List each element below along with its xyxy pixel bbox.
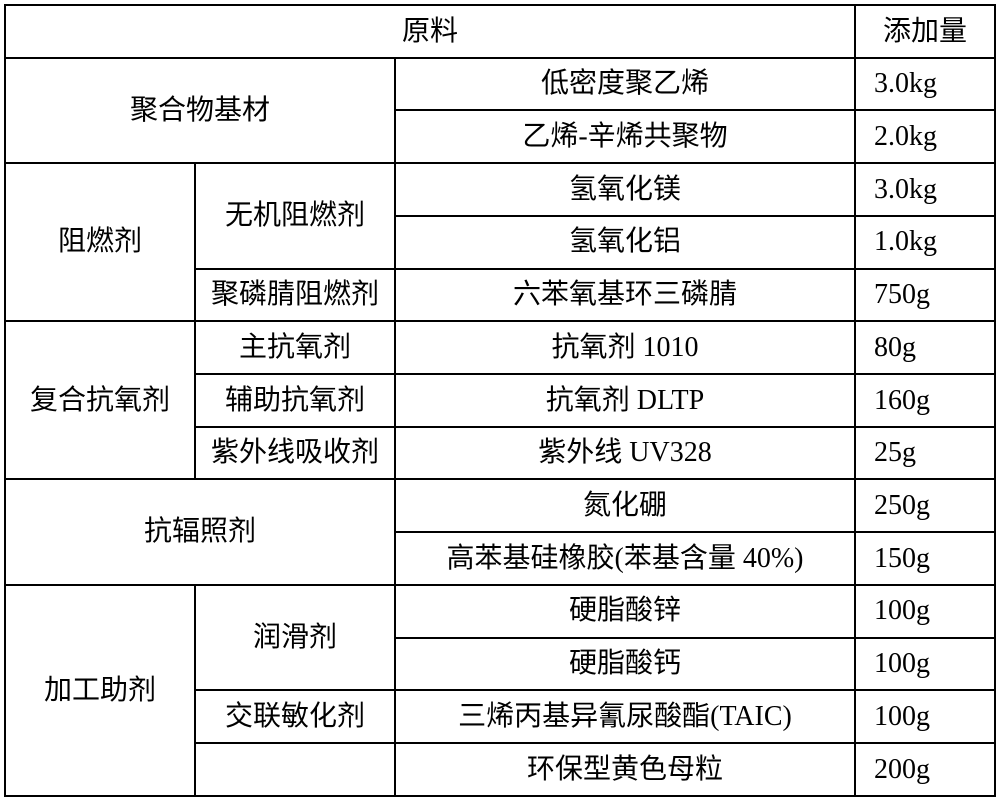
materials-table: 原料 添加量 聚合物基材 低密度聚乙烯 3.0kg 乙烯-辛烯共聚物 2.0kg… — [4, 4, 996, 797]
cell-material: 高苯基硅橡胶(苯基含量 40%) — [395, 532, 855, 585]
cell-subgroup: 交联敏化剂 — [195, 690, 395, 743]
cell-amount: 25g — [855, 427, 995, 480]
cell-material: 三烯丙基异氰尿酸酯(TAIC) — [395, 690, 855, 743]
cell-amount: 2.0kg — [855, 110, 995, 163]
cell-subgroup: 无机阻燃剂 — [195, 163, 395, 268]
cell-amount: 100g — [855, 638, 995, 691]
cell-amount: 200g — [855, 743, 995, 796]
cell-group: 聚合物基材 — [5, 58, 395, 163]
cell-material: 抗氧剂 1010 — [395, 321, 855, 374]
cell-amount: 160g — [855, 374, 995, 427]
cell-amount: 750g — [855, 269, 995, 322]
cell-amount: 3.0kg — [855, 58, 995, 111]
cell-material: 乙烯-辛烯共聚物 — [395, 110, 855, 163]
cell-material: 氢氧化镁 — [395, 163, 855, 216]
table-container: 原料 添加量 聚合物基材 低密度聚乙烯 3.0kg 乙烯-辛烯共聚物 2.0kg… — [0, 0, 1000, 801]
cell-amount: 3.0kg — [855, 163, 995, 216]
cell-material: 抗氧剂 DLTP — [395, 374, 855, 427]
cell-material: 低密度聚乙烯 — [395, 58, 855, 111]
cell-material: 硬脂酸锌 — [395, 585, 855, 638]
cell-subgroup: 辅助抗氧剂 — [195, 374, 395, 427]
cell-material: 氮化硼 — [395, 479, 855, 532]
cell-amount: 100g — [855, 585, 995, 638]
table-row: 阻燃剂 无机阻燃剂 氢氧化镁 3.0kg — [5, 163, 995, 216]
table-row: 加工助剂 润滑剂 硬脂酸锌 100g — [5, 585, 995, 638]
cell-subgroup: 聚磷腈阻燃剂 — [195, 269, 395, 322]
cell-group: 加工助剂 — [5, 585, 195, 796]
table-row: 抗辐照剂 氮化硼 250g — [5, 479, 995, 532]
cell-amount: 1.0kg — [855, 216, 995, 269]
table-row: 复合抗氧剂 主抗氧剂 抗氧剂 1010 80g — [5, 321, 995, 374]
cell-subgroup — [195, 743, 395, 796]
cell-subgroup: 紫外线吸收剂 — [195, 427, 395, 480]
table-row: 聚合物基材 低密度聚乙烯 3.0kg — [5, 58, 995, 111]
cell-material: 氢氧化铝 — [395, 216, 855, 269]
cell-group: 阻燃剂 — [5, 163, 195, 321]
cell-subgroup: 润滑剂 — [195, 585, 395, 690]
cell-material: 六苯氧基环三磷腈 — [395, 269, 855, 322]
cell-amount: 150g — [855, 532, 995, 585]
header-amount: 添加量 — [855, 5, 995, 58]
table-header-row: 原料 添加量 — [5, 5, 995, 58]
cell-material: 紫外线 UV328 — [395, 427, 855, 480]
cell-material: 环保型黄色母粒 — [395, 743, 855, 796]
cell-amount: 250g — [855, 479, 995, 532]
cell-group: 复合抗氧剂 — [5, 321, 195, 479]
cell-subgroup: 主抗氧剂 — [195, 321, 395, 374]
cell-amount: 100g — [855, 690, 995, 743]
cell-group: 抗辐照剂 — [5, 479, 395, 584]
cell-amount: 80g — [855, 321, 995, 374]
header-material: 原料 — [5, 5, 855, 58]
cell-material: 硬脂酸钙 — [395, 638, 855, 691]
